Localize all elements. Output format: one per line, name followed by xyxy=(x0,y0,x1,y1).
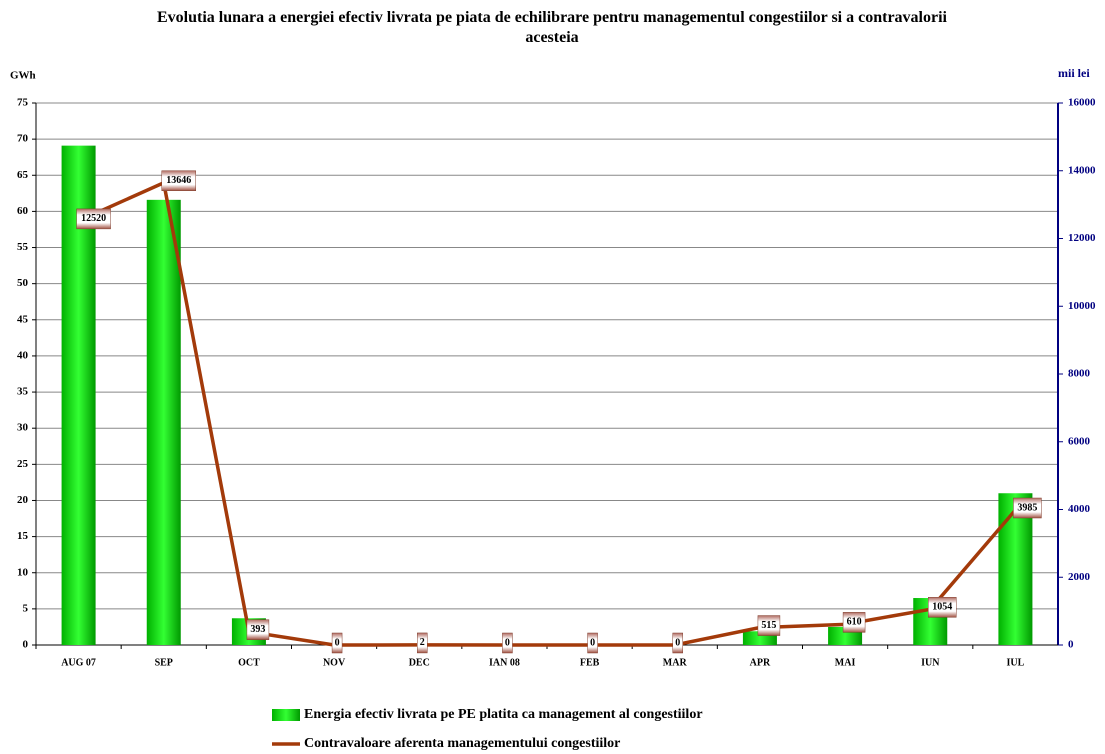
x-tick-label: NOV xyxy=(323,657,346,668)
data-label-box xyxy=(842,612,866,633)
y-tick-label: 45 xyxy=(17,313,29,325)
y2-tick-label: 6000 xyxy=(1068,435,1091,447)
y-tick-label: 35 xyxy=(17,386,29,398)
data-label-box xyxy=(587,632,598,654)
y-tick-label: 40 xyxy=(17,349,29,361)
data-label-box xyxy=(161,170,196,191)
data-label-box xyxy=(757,615,781,636)
data-label: 515 xyxy=(761,620,776,631)
y2-tick-label: 0 xyxy=(1068,639,1074,651)
x-tick-label: SEP xyxy=(155,657,173,668)
legend-label: Contravaloare aferenta managementului co… xyxy=(304,736,620,751)
data-label: 12520 xyxy=(81,213,106,224)
y2-tick-label: 2000 xyxy=(1068,571,1091,583)
data-label: 2 xyxy=(420,637,425,648)
x-tick-label: MAI xyxy=(835,657,856,668)
y-tick-label: 50 xyxy=(17,277,29,289)
y2-tick-label: 14000 xyxy=(1068,164,1096,176)
data-label: 13646 xyxy=(166,175,191,186)
y-axis-label: GWh xyxy=(10,70,36,82)
y-tick-label: 15 xyxy=(17,530,29,542)
y-tick-label: 20 xyxy=(17,494,29,506)
y2-axis-label: mii lei xyxy=(1058,66,1090,80)
data-label-box xyxy=(672,632,683,654)
y-tick-label: 25 xyxy=(17,458,29,470)
x-tick-label: AUG 07 xyxy=(61,657,96,668)
x-tick-label: MAR xyxy=(663,657,688,668)
y-tick-label: 10 xyxy=(17,566,29,578)
y2-tick-label: 16000 xyxy=(1068,97,1096,109)
bar xyxy=(146,199,181,645)
y-tick-label: 55 xyxy=(17,241,29,253)
line xyxy=(77,180,1017,647)
y2-tick-label: 12000 xyxy=(1068,232,1096,244)
data-label-box xyxy=(1013,497,1042,519)
x-tick-label: IUN xyxy=(921,657,940,668)
data-label: 0 xyxy=(590,637,595,648)
y-tick-label: 70 xyxy=(17,133,29,145)
y-tick-label: 0 xyxy=(23,639,29,651)
data-label-box xyxy=(76,208,111,230)
data-label: 610 xyxy=(847,617,862,628)
data-label: 1054 xyxy=(932,602,952,613)
x-tick-label: APR xyxy=(750,657,771,668)
y-tick-label: 75 xyxy=(17,97,29,109)
y-tick-label: 30 xyxy=(17,422,29,434)
data-label: 0 xyxy=(335,637,340,648)
x-tick-label: OCT xyxy=(238,657,260,668)
data-label: 0 xyxy=(675,637,680,648)
data-label-box xyxy=(331,632,343,654)
legend-swatch xyxy=(272,709,300,721)
data-label: 393 xyxy=(250,624,265,635)
data-label-box xyxy=(246,619,270,640)
data-label-box xyxy=(417,632,428,654)
x-tick-label: IUL xyxy=(1007,657,1025,668)
bar xyxy=(998,493,1033,645)
y2-tick-label: 8000 xyxy=(1068,368,1091,380)
y-tick-label: 5 xyxy=(23,602,29,614)
x-tick-label: IAN 08 xyxy=(489,657,520,668)
data-label-box xyxy=(502,632,513,654)
y-tick-label: 60 xyxy=(17,205,29,217)
x-tick-label: FEB xyxy=(580,657,600,668)
x-tick-label: DEC xyxy=(409,657,430,668)
data-label: 0 xyxy=(505,637,510,648)
chart-title: Evolutia lunara a energiei efectiv livra… xyxy=(157,9,947,46)
y2-tick-label: 10000 xyxy=(1068,300,1096,312)
legend-label: Energia efectiv livrata pe PE platita ca… xyxy=(304,707,703,722)
data-label-box xyxy=(928,597,957,618)
y2-tick-label: 4000 xyxy=(1068,503,1091,515)
y-tick-label: 65 xyxy=(17,169,29,181)
data-label: 3985 xyxy=(1017,502,1037,513)
